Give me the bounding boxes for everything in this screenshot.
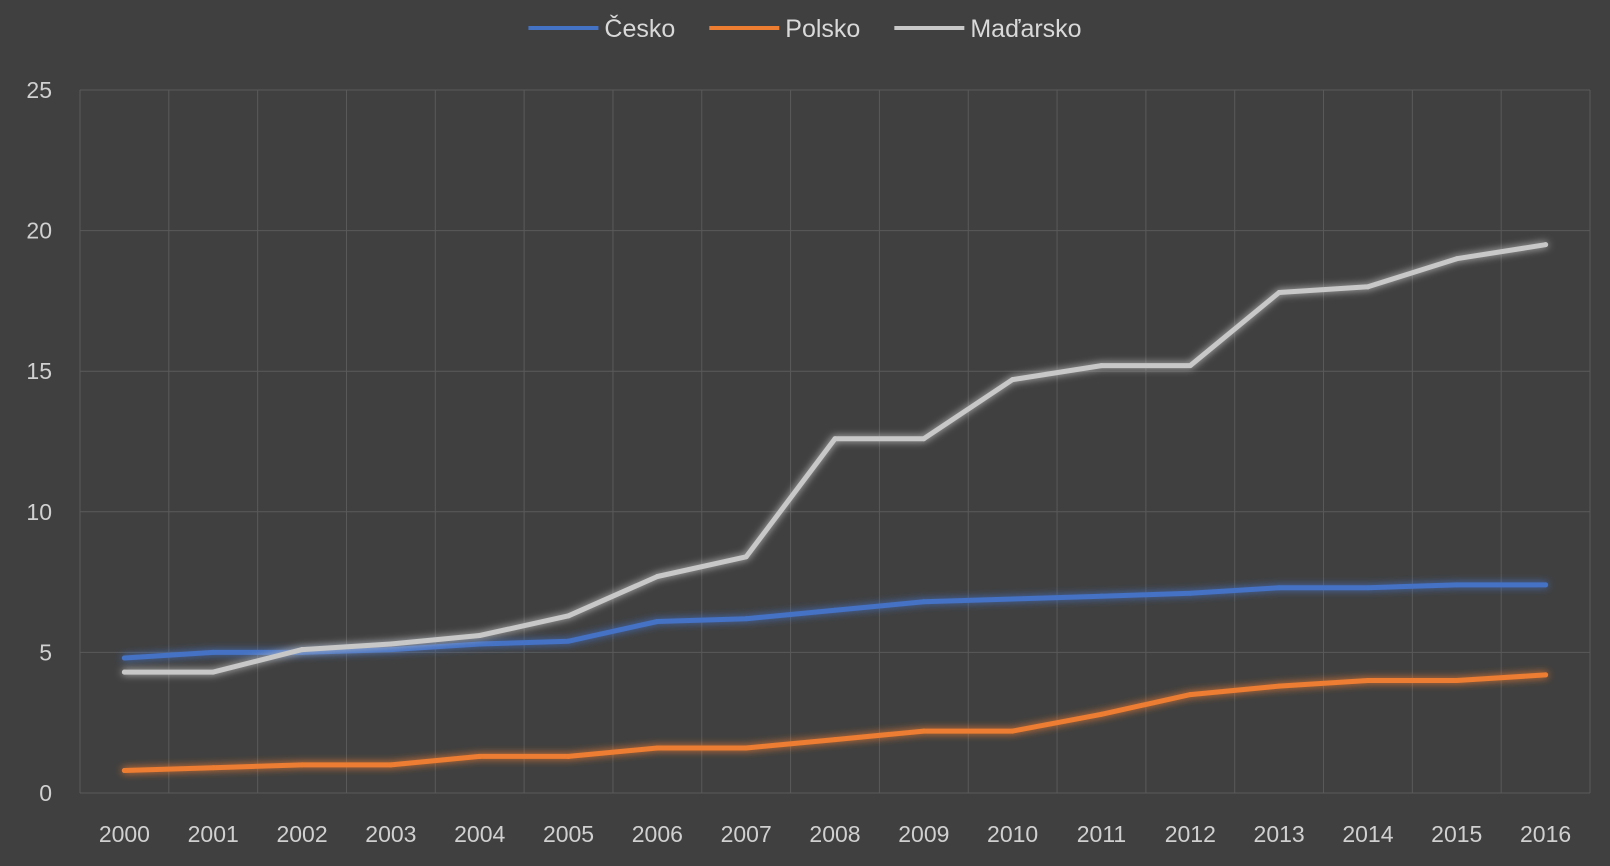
data-point — [121, 655, 127, 661]
data-point — [1543, 582, 1549, 588]
data-point — [477, 753, 483, 759]
data-point — [1010, 596, 1016, 602]
x-tick-label: 2016 — [1520, 821, 1571, 847]
x-tick-label: 2010 — [987, 821, 1038, 847]
y-tick-label: 20 — [26, 218, 52, 244]
data-point — [566, 613, 572, 619]
x-tick-label: 2004 — [454, 821, 505, 847]
data-point — [1187, 363, 1193, 369]
y-tick-label: 15 — [26, 358, 52, 384]
legend: Česko Polsko Maďarsko — [528, 14, 1082, 43]
data-point — [566, 753, 572, 759]
data-point — [210, 765, 216, 771]
legend-label: Maďarsko — [970, 15, 1081, 43]
data-point — [1276, 289, 1282, 295]
data-point — [1454, 582, 1460, 588]
data-point — [1010, 377, 1016, 383]
y-tick-label: 10 — [26, 499, 52, 525]
data-point — [1543, 672, 1549, 678]
x-tick-label: 2012 — [1165, 821, 1216, 847]
y-tick-label: 25 — [26, 77, 52, 103]
data-point — [566, 638, 572, 644]
data-point — [654, 573, 660, 579]
data-point — [832, 607, 838, 613]
data-point — [1454, 678, 1460, 684]
data-point — [1365, 284, 1371, 290]
data-point — [1187, 692, 1193, 698]
data-point — [832, 737, 838, 743]
data-point — [654, 745, 660, 751]
y-tick-label: 5 — [39, 639, 52, 665]
data-point — [1098, 363, 1104, 369]
data-point — [1098, 711, 1104, 717]
legend-item: Polsko — [709, 15, 860, 43]
x-tick-label: 2009 — [898, 821, 949, 847]
data-point — [299, 647, 305, 653]
x-tick-label: 2014 — [1342, 821, 1393, 847]
data-point — [921, 599, 927, 605]
data-point — [388, 762, 394, 768]
data-point — [1365, 585, 1371, 591]
data-point — [210, 649, 216, 655]
y-tick-label: 0 — [39, 780, 52, 806]
data-point — [1010, 728, 1016, 734]
x-tick-label: 2005 — [543, 821, 594, 847]
data-point — [654, 618, 660, 624]
data-point — [1543, 242, 1549, 248]
series-line-1 — [121, 672, 1549, 773]
data-point — [832, 436, 838, 442]
x-tick-label: 2002 — [276, 821, 327, 847]
legend-label: Polsko — [785, 15, 860, 43]
data-point — [1187, 590, 1193, 596]
data-point — [121, 768, 127, 774]
data-point — [743, 616, 749, 622]
legend-item: Maďarsko — [894, 15, 1082, 43]
data-point — [477, 641, 483, 647]
data-point — [1276, 683, 1282, 689]
x-tick-label: 2000 — [99, 821, 150, 847]
axes: 0 5 10 15 20 25 2000 2001 2002 2003 2004 2005 2006 20… — [26, 77, 1571, 847]
data-point — [388, 641, 394, 647]
data-point — [299, 762, 305, 768]
data-point — [1365, 678, 1371, 684]
x-tick-label: 2006 — [632, 821, 683, 847]
x-tick-label: 2003 — [365, 821, 416, 847]
data-point — [210, 669, 216, 675]
x-tick-label: 2001 — [188, 821, 239, 847]
x-tick-label: 2013 — [1254, 821, 1305, 847]
legend-item: Česko — [528, 14, 675, 43]
data-point — [1454, 256, 1460, 262]
data-point — [1276, 585, 1282, 591]
series-lines — [121, 242, 1549, 774]
data-point — [1098, 593, 1104, 599]
data-point — [477, 633, 483, 639]
data-point — [921, 728, 927, 734]
x-tick-label: 2007 — [721, 821, 772, 847]
x-tick-label: 2015 — [1431, 821, 1482, 847]
x-tick-label: 2011 — [1077, 821, 1126, 847]
data-point — [743, 745, 749, 751]
data-point — [921, 436, 927, 442]
data-point — [121, 669, 127, 675]
data-point — [388, 647, 394, 653]
x-tick-label: 2008 — [809, 821, 860, 847]
data-point — [743, 554, 749, 560]
legend-label: Česko — [604, 14, 675, 43]
